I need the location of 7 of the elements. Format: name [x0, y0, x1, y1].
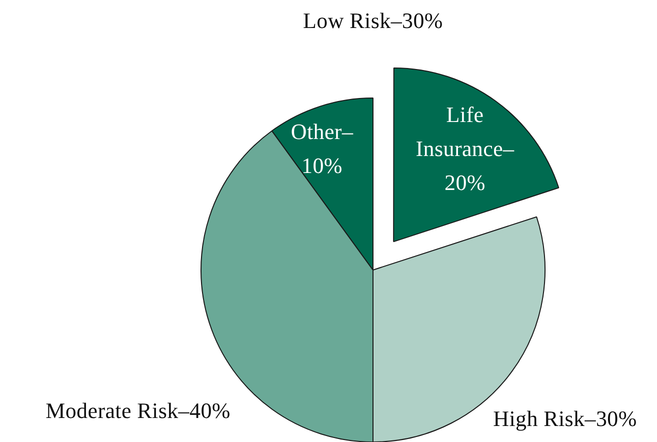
- slice-label: High Risk–30%: [493, 406, 637, 431]
- data-label: 20%: [444, 170, 486, 195]
- slice-label: Other–: [290, 118, 354, 144]
- slice-label: Moderate Risk–40%: [46, 398, 230, 423]
- text: Low Risk–30%: [303, 8, 443, 33]
- slice-label: Life Insurance–: [416, 102, 516, 161]
- data-label: 10%: [302, 152, 342, 178]
